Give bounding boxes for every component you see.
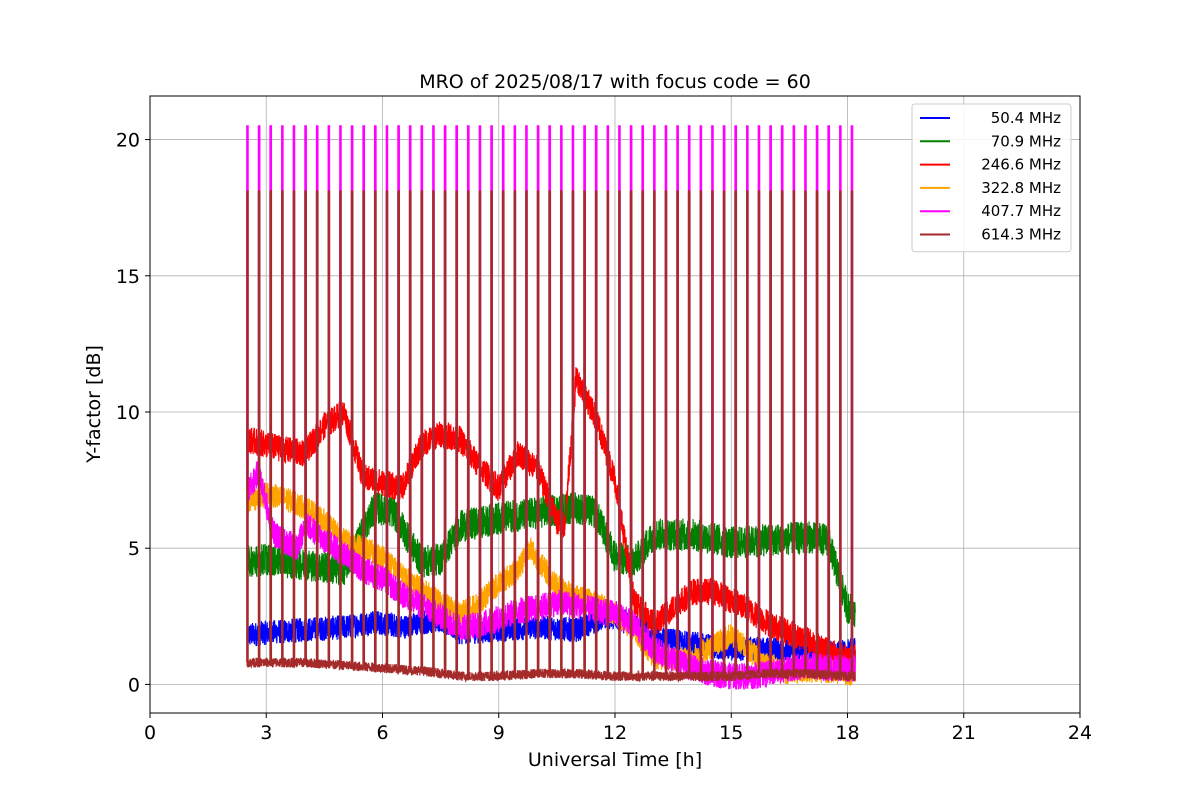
x-tick-label: 24 — [1068, 722, 1092, 744]
y-axis-label: Y-factor [dB] — [83, 345, 105, 464]
calibration-spike — [292, 190, 296, 663]
calibration-spike — [687, 190, 691, 677]
series-line-614-3MHz — [246, 657, 856, 684]
calibration-spike — [350, 190, 354, 666]
calibration-spike — [699, 190, 703, 677]
calibration-spike — [722, 190, 726, 677]
calibration-spike — [327, 190, 331, 665]
x-tick-label: 3 — [260, 722, 272, 744]
calibration-spike — [257, 190, 261, 663]
legend-label: 407.7 MHz — [981, 202, 1061, 220]
calibration-spike — [734, 190, 738, 676]
calibration-spike — [315, 190, 319, 664]
legend-label: 70.9 MHz — [991, 132, 1061, 150]
calibration-spike — [571, 190, 575, 674]
calibration-spike — [420, 190, 424, 671]
calibration-spike — [827, 190, 831, 675]
legend-box — [911, 103, 1072, 253]
legend-label: 246.6 MHz — [981, 156, 1061, 174]
calibration-spike — [711, 190, 714, 677]
x-tick-label: 0 — [144, 722, 156, 744]
calibration-spike — [490, 190, 493, 677]
calibration-spike — [780, 190, 784, 674]
y-tick-label: 15 — [116, 266, 140, 288]
calibration-spike — [618, 190, 621, 677]
calibration-spike — [385, 190, 389, 669]
x-tick-label: 21 — [952, 722, 976, 744]
chart-title: MRO of 2025/08/17 with focus code = 60 — [419, 71, 811, 93]
calibration-spike — [641, 190, 645, 677]
calibration-spike — [455, 190, 459, 676]
calibration-spike — [373, 190, 377, 668]
x-tick-label: 15 — [719, 722, 743, 744]
calibration-spike — [676, 190, 679, 677]
x-tick-label: 12 — [603, 722, 627, 744]
calibration-spike — [513, 190, 517, 676]
calibration-spike — [583, 190, 586, 674]
y-tick-label: 10 — [116, 402, 140, 424]
calibration-spike — [281, 190, 284, 663]
axes: 0 3 6 9 12 15 18 21 24 0 5 10 15 20 — [116, 130, 1092, 744]
calibration-spike — [792, 190, 796, 674]
calibration-spike — [746, 190, 749, 676]
calibration-spike — [466, 190, 470, 677]
calibration-spike — [432, 190, 435, 673]
calibration-spike — [594, 190, 598, 675]
calibration-spike — [804, 190, 807, 674]
legend: 50.4 MHz 70.9 MHz 246.6 MHz 322.8 MHz 407.7 … — [911, 103, 1072, 253]
calibration-spike — [815, 190, 819, 674]
calibration-spike — [536, 190, 540, 674]
y-tick-label: 0 — [128, 674, 140, 696]
x-tick-label: 9 — [493, 722, 505, 744]
calibration-spike — [339, 190, 342, 666]
calibration-spike — [362, 190, 366, 667]
calibration-spike — [304, 190, 307, 663]
legend-label: 322.8 MHz — [981, 179, 1061, 197]
calibration-spike — [548, 190, 552, 674]
calibration-spike — [629, 190, 633, 677]
legend-label: 614.3 MHz — [981, 226, 1061, 244]
calibration-spike — [478, 190, 482, 677]
legend-label: 50.4 MHz — [991, 109, 1061, 127]
y-tick-label: 20 — [116, 130, 140, 152]
x-axis-label: Universal Time [h] — [528, 749, 702, 771]
calibration-spike — [408, 190, 412, 670]
x-tick-label: 6 — [376, 722, 388, 744]
calibration-spike — [246, 190, 249, 663]
calibration-spike — [606, 190, 610, 676]
calibration-spike — [525, 190, 528, 675]
calibration-spike — [443, 190, 447, 674]
series-layer — [246, 125, 856, 690]
y-tick-label: 5 — [128, 538, 140, 560]
calibration-spike — [560, 190, 563, 674]
calibration-spike — [757, 190, 761, 675]
calibration-spike — [653, 190, 656, 677]
calibration-spike — [769, 190, 772, 674]
calibration-spike — [839, 190, 842, 676]
calibration-spike — [850, 190, 854, 677]
calibration-spike — [501, 190, 505, 676]
calibration-spike — [269, 190, 273, 663]
calibration-spike — [664, 190, 668, 677]
calibration-spike — [397, 190, 400, 670]
x-tick-label: 18 — [835, 722, 859, 744]
